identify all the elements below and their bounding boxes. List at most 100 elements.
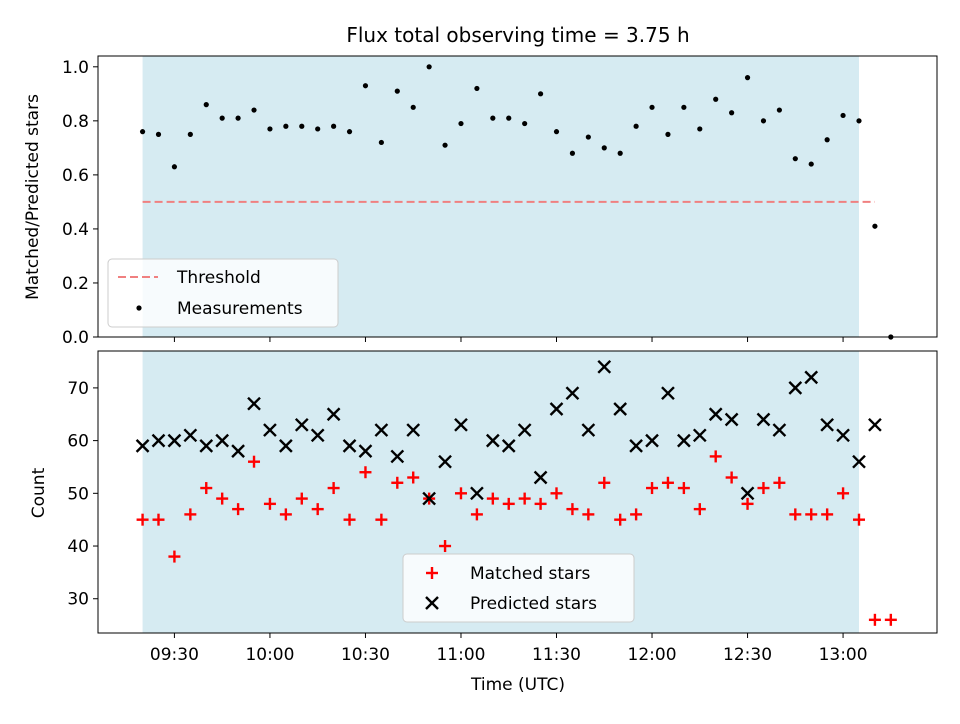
- predicted-star-point: [438, 454, 452, 469]
- predicted-star-stroke-b: [613, 402, 628, 416]
- predicted-star-stroke-b: [661, 386, 675, 401]
- predicted-star-stroke-b: [772, 423, 787, 437]
- predicted-star-stroke-b: [533, 470, 548, 485]
- measurement-point: [506, 115, 512, 121]
- matched-star-point: [248, 455, 261, 468]
- bottom-y-axis-label: Count: [29, 467, 49, 518]
- predicted-star-point: [199, 439, 214, 453]
- x-axis-label: Time (UTC): [470, 675, 565, 695]
- predicted-star-point: [406, 423, 421, 437]
- matched-star-point: [470, 508, 483, 521]
- predicted-star-point: [247, 396, 261, 411]
- predicted-star-stroke-b: [454, 417, 468, 432]
- top-y-tick-label: 1.0: [62, 58, 89, 78]
- predicted-star-point: [231, 444, 245, 458]
- matched-star-point: [789, 508, 802, 521]
- measurement-point: [315, 126, 321, 132]
- predicted-star-point: [836, 428, 850, 443]
- predicted-star-point: [629, 439, 643, 453]
- predicted-star-point: [724, 412, 739, 427]
- matched-star-point: [805, 508, 818, 521]
- measurement-point: [299, 123, 305, 129]
- matched-star-point: [582, 508, 595, 521]
- legend-predicted-swatch: [425, 596, 439, 610]
- matched-star-point: [614, 513, 627, 526]
- top-panel: 0.0 0.2 0.4 0.6 0.8 1.0 Flux total observing …: [23, 23, 938, 348]
- matched-star-point: [661, 476, 674, 489]
- predicted-star-stroke-b: [263, 423, 277, 437]
- predicted-star-point: [326, 407, 341, 422]
- bottom-legend-box: [402, 553, 635, 623]
- matched-star-point: [868, 613, 881, 626]
- predicted-star-point: [820, 417, 834, 432]
- predicted-star-stroke-b: [199, 439, 214, 453]
- matched-star-point: [709, 450, 722, 463]
- top-y-tick-label: 0.8: [62, 112, 89, 132]
- bottom-y-axis: 30 40 50 60 70: [67, 379, 98, 610]
- predicted-star-stroke-b: [135, 439, 150, 453]
- predicted-star-point: [804, 370, 819, 385]
- predicted-star-stroke-b: [708, 407, 723, 422]
- predicted-star-point: [263, 423, 277, 437]
- matched-star-point: [757, 482, 770, 495]
- measurement-point: [267, 126, 273, 132]
- top-x-ticks: [173, 337, 844, 342]
- matched-star-point: [152, 513, 165, 526]
- bottom-x-axis: 09:30 10:00 10:30 11:00 11:30 12:00 12:30 13:00: [150, 633, 868, 665]
- measurement-point: [729, 110, 735, 116]
- predicted-star-point: [533, 470, 548, 485]
- top-y-tick-label: 0.2: [62, 274, 89, 294]
- measurement-point: [171, 164, 178, 170]
- bottom-legend: Matched stars Predicted stars: [402, 553, 635, 623]
- predicted-star-stroke-b: [836, 428, 850, 443]
- matched-star-point: [391, 476, 404, 489]
- predicted-star-point: [661, 386, 675, 401]
- matched-star-point: [486, 492, 499, 505]
- predicted-star-point: [581, 423, 596, 437]
- measurement-point: [187, 131, 193, 137]
- x-tick-label: 10:00: [245, 645, 294, 665]
- measurement-point: [617, 150, 623, 156]
- predicted-star-point: [772, 423, 787, 437]
- measurement-point: [283, 123, 289, 129]
- measurement-point: [155, 131, 162, 137]
- predicted-star-stroke-b: [581, 423, 596, 437]
- bottom-y-tick-label: 70: [67, 379, 89, 399]
- measurement-point: [139, 129, 146, 135]
- predicted-star-stroke-b: [183, 428, 198, 443]
- predicted-star-stroke-b: [724, 412, 739, 427]
- predicted-star-point: [852, 454, 866, 469]
- legend-threshold-label: Threshold: [176, 268, 261, 288]
- x-tick-label: 11:30: [532, 645, 581, 665]
- matched-star-point: [311, 503, 324, 516]
- predicted-star-point: [310, 428, 325, 443]
- measurement-point: [426, 64, 432, 70]
- predicted-star-stroke-b: [167, 433, 182, 448]
- matched-star-point: [232, 503, 245, 516]
- predicted-star-point: [485, 433, 500, 448]
- bottom-plot-frame: [97, 350, 938, 634]
- predicted-star-point: [645, 433, 659, 448]
- bottom-y-tick-label: 60: [67, 432, 89, 452]
- predicted-star-stroke-b: [804, 370, 819, 385]
- measurement-point: [633, 123, 639, 129]
- matched-star-point: [598, 476, 611, 489]
- measurement-point: [474, 85, 480, 92]
- predicted-star-stroke-b: [247, 396, 261, 411]
- top-y-axis-label: Matched/Predicted stars: [23, 94, 43, 300]
- measurement-point: [808, 161, 814, 167]
- measurement-point: [362, 83, 369, 89]
- predicted-star-stroke-b: [645, 433, 659, 448]
- chart-title: Flux total observing time = 3.75 h: [346, 23, 689, 47]
- legend-measurements-swatch: [136, 305, 142, 311]
- matched-star-point: [343, 513, 356, 526]
- measurement-point: [219, 115, 225, 121]
- matched-star-point: [693, 503, 706, 516]
- measurement-point: [235, 115, 241, 121]
- matched-star-point: [725, 471, 738, 484]
- measurement-point: [760, 118, 767, 124]
- measurement-point: [346, 129, 353, 135]
- predicted-star-point: [597, 359, 612, 374]
- predicted-star-point: [708, 407, 723, 422]
- predicted-star-point: [501, 439, 516, 453]
